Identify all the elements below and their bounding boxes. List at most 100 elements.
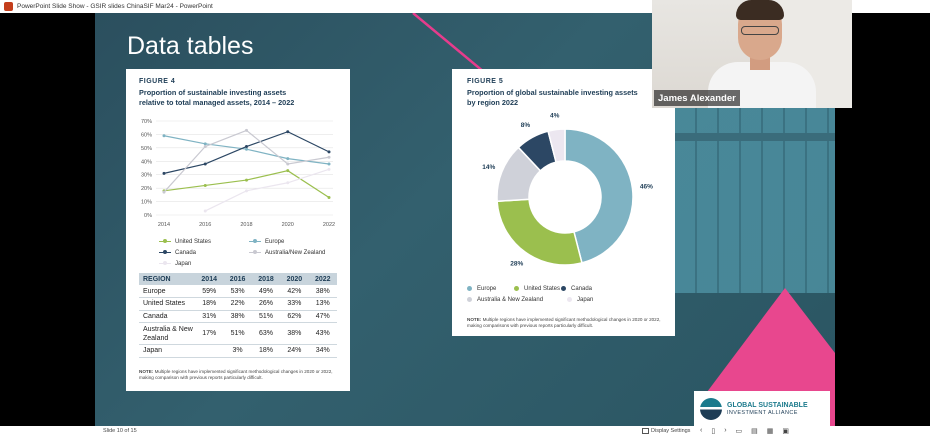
slice-label: 8% — [521, 122, 531, 129]
note-text: Multiple regions have implemented signif… — [467, 317, 661, 328]
legend-item: Australia & New Zealand — [467, 297, 567, 303]
slice-label: 46% — [640, 184, 653, 191]
legend-item: Australia/New Zealand — [249, 250, 339, 256]
figure-4-legend: United States Europe Canada Australia/New Z… — [159, 236, 349, 269]
donut-chart: 46% 28% 14% 8% 4% — [482, 113, 653, 268]
table-cell: 51% — [223, 322, 252, 345]
x-tick-label: 2016 — [199, 222, 211, 228]
y-tick-label: 30% — [141, 173, 152, 179]
table-cell: 53% — [223, 285, 252, 298]
y-tick-label: 20% — [141, 186, 152, 192]
data-point — [203, 145, 207, 149]
x-tick-label: 2020 — [282, 222, 294, 228]
speaker-hair — [736, 0, 784, 20]
figure-5-card: FIGURE 5 Proportion of global sustainabl… — [452, 69, 675, 336]
figure-5-note: NOTE: Multiple regions have implemented … — [467, 317, 667, 329]
legend-label: Canada — [175, 249, 197, 256]
table-cell: 17% — [195, 322, 224, 345]
legend-label: Australia & New Zealand — [477, 296, 544, 303]
status-bar: Slide 10 of 15 Display Settings ‹ ▯ › ▭ … — [0, 426, 930, 436]
note-bold: NOTE: — [467, 317, 482, 322]
slice-label: 4% — [550, 113, 560, 120]
figure-5-title-line2: by region 2022 — [467, 98, 519, 107]
legend-item: United States — [159, 239, 249, 245]
table-row: United States 18% 22% 26% 33% 13% — [139, 297, 337, 311]
logo-line1: GLOBAL SUSTAINABLE — [727, 401, 808, 409]
figure-4-note: NOTE: Multiple regions have implemented … — [139, 369, 339, 381]
table-cell: 47% — [308, 310, 337, 323]
data-point — [327, 196, 331, 200]
figure-4-title-line2: relative to total managed assets, 2014 –… — [139, 98, 295, 107]
table-cell: 26% — [251, 297, 281, 311]
normal-view-icon[interactable]: ▯ — [711, 428, 716, 435]
figure-5-title-line1: Proportion of global sustainable investi… — [467, 88, 638, 97]
slice-label: 14% — [482, 164, 495, 171]
speaker-glasses — [741, 26, 779, 35]
data-point — [286, 169, 290, 173]
data-point — [327, 150, 331, 154]
slideshow-icon[interactable]: ▣ — [782, 428, 790, 435]
display-settings-label: Display Settings — [651, 428, 691, 434]
webcam-feed[interactable]: James Alexander — [652, 0, 852, 108]
legend-swatch — [159, 261, 171, 265]
table-cell: Europe — [139, 285, 195, 298]
series-line-canada — [163, 131, 330, 174]
y-tick-label: 0% — [144, 213, 152, 219]
next-icon[interactable]: › — [724, 427, 727, 434]
y-tick-label: 40% — [141, 159, 152, 165]
slide-title: Data tables — [127, 32, 254, 60]
data-point — [245, 128, 248, 132]
table-cell: 34% — [308, 344, 337, 358]
reading-view-icon[interactable]: ▤ — [751, 428, 758, 435]
table-cell: Canada — [139, 310, 195, 323]
note-bold: NOTE: — [139, 369, 154, 374]
table-cell: Australia & New Zealand — [139, 322, 195, 345]
slide-indicator: Slide 10 of 15 — [103, 428, 137, 434]
legend-item: Japan — [159, 261, 249, 267]
table-header-cell: 2020 — [280, 273, 309, 285]
note-text: Multiple regions have implemented signif… — [139, 369, 333, 380]
table-cell: 63% — [251, 322, 281, 345]
donut-slice-japan — [547, 128, 566, 164]
table-cell: 43% — [308, 322, 337, 345]
legend-label: Canada — [571, 285, 593, 292]
data-point — [203, 162, 207, 166]
donut-slice-united-states — [496, 198, 583, 266]
table-row: Australia & New Zealand 17% 51% 63% 38% 43% — [139, 322, 337, 345]
data-point — [286, 162, 290, 166]
data-point — [162, 171, 166, 175]
table-cell: 38% — [223, 310, 252, 323]
legend-item: Japan — [567, 297, 627, 303]
y-tick-label: 50% — [141, 146, 152, 152]
table-cell: 62% — [280, 310, 309, 323]
data-point — [162, 134, 166, 138]
data-point — [245, 178, 248, 182]
legend-dot — [514, 286, 519, 291]
table-cell: 18% — [195, 297, 224, 311]
slide-sorter-icon[interactable]: ▭ — [735, 428, 743, 435]
legend-swatch — [249, 239, 261, 243]
figure-4-label: FIGURE 4 — [139, 78, 176, 85]
y-tick-label: 10% — [141, 200, 152, 206]
prev-icon[interactable]: ‹ — [700, 427, 703, 434]
legend-swatch — [159, 250, 171, 254]
table-cell: 38% — [308, 285, 337, 298]
display-settings-button[interactable]: Display Settings — [642, 428, 690, 434]
powerpoint-icon — [4, 2, 13, 11]
background-building-band — [675, 133, 835, 141]
legend-label: United States — [175, 238, 212, 245]
x-tick-label: 2014 — [158, 222, 170, 228]
grid-view-icon[interactable]: ▦ — [766, 428, 774, 435]
figure-5-label: FIGURE 5 — [467, 78, 504, 85]
table-cell: 31% — [195, 310, 224, 323]
data-point — [245, 147, 248, 151]
table-cell: United States — [139, 297, 195, 311]
data-point — [327, 162, 331, 166]
table-cell: 59% — [195, 285, 224, 298]
legend-row: Canada Australia/New Zealand — [159, 247, 349, 258]
legend-dot — [467, 286, 472, 291]
slice-label: 28% — [510, 260, 523, 267]
legend-item: Europe — [467, 286, 514, 292]
legend-item: Canada — [561, 286, 611, 292]
data-point — [245, 145, 248, 149]
